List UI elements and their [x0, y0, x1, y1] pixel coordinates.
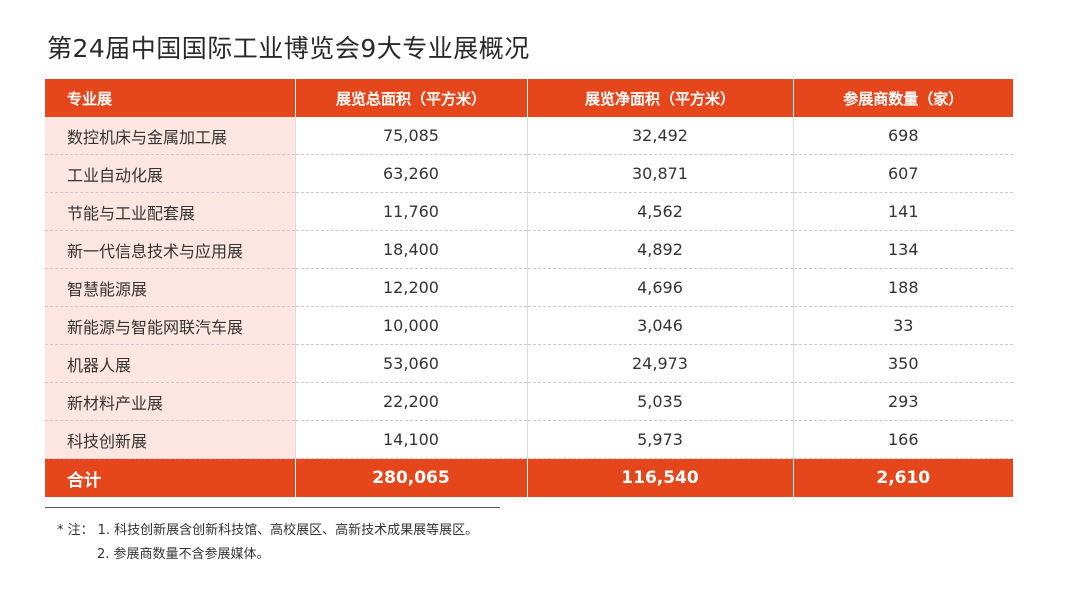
header-total-area: 展览总面积（平方米）	[295, 79, 527, 117]
total-area-sum: 280,065	[295, 459, 527, 498]
net-area-sum: 116,540	[527, 459, 793, 498]
exhibition-name: 新能源与智能网联汽车展	[45, 307, 295, 345]
header-exhibition: 专业展	[45, 79, 295, 117]
table-row: 科技创新展 14,100 5,973 166	[45, 421, 1013, 459]
exhibitor-count-cell: 293	[793, 383, 1013, 421]
footnote-text: 2. 参展商数量不含参展媒体。	[97, 547, 270, 562]
exhibitor-count-cell: 141	[793, 193, 1013, 231]
exhibitor-count-cell: 188	[793, 269, 1013, 307]
exhibitor-count-sum: 2,610	[793, 459, 1013, 498]
exhibitor-count-cell: 350	[793, 345, 1013, 383]
total-area-cell: 12,200	[295, 269, 527, 307]
net-area-cell: 3,046	[527, 307, 793, 345]
exhibition-name: 节能与工业配套展	[45, 193, 295, 231]
footnote-1: * 注： 1. 科技创新展含创新科技馆、高校展区、高新技术成果展等展区。	[57, 519, 478, 543]
total-area-cell: 10,000	[295, 307, 527, 345]
total-area-cell: 14,100	[295, 421, 527, 459]
exhibition-name: 工业自动化展	[45, 155, 295, 193]
total-area-cell: 22,200	[295, 383, 527, 421]
table-row: 数控机床与金属加工展 75,085 32,492 698	[45, 117, 1013, 155]
net-area-cell: 4,696	[527, 269, 793, 307]
net-area-cell: 5,035	[527, 383, 793, 421]
table-row: 新能源与智能网联汽车展 10,000 3,046 33	[45, 307, 1013, 345]
table-row: 智慧能源展 12,200 4,696 188	[45, 269, 1013, 307]
exhibition-name: 智慧能源展	[45, 269, 295, 307]
exhibition-name: 数控机床与金属加工展	[45, 117, 295, 155]
table-row: 机器人展 53,060 24,973 350	[45, 345, 1013, 383]
exhibition-name: 新材料产业展	[45, 383, 295, 421]
exhibition-name: 新一代信息技术与应用展	[45, 231, 295, 269]
footnotes: * 注： 1. 科技创新展含创新科技馆、高校展区、高新技术成果展等展区。 2. 参…	[57, 519, 478, 567]
exhibitor-count-cell: 134	[793, 231, 1013, 269]
footnote-text: 1. 科技创新展含创新科技馆、高校展区、高新技术成果展等展区。	[98, 523, 479, 538]
table-row: 新一代信息技术与应用展 18,400 4,892 134	[45, 231, 1013, 269]
total-area-cell: 18,400	[295, 231, 527, 269]
exhibitor-count-cell: 607	[793, 155, 1013, 193]
table-row: 新材料产业展 22,200 5,035 293	[45, 383, 1013, 421]
expo-summary-table: 专业展 展览总面积（平方米） 展览净面积（平方米） 参展商数量（家） 数控机床与…	[45, 79, 1013, 497]
exhibitor-count-cell: 698	[793, 117, 1013, 155]
total-row: 合计 280,065 116,540 2,610	[45, 459, 1013, 498]
total-area-cell: 53,060	[295, 345, 527, 383]
total-area-cell: 63,260	[295, 155, 527, 193]
total-label: 合计	[45, 459, 295, 498]
exhibitor-count-cell: 166	[793, 421, 1013, 459]
header-net-area: 展览净面积（平方米）	[527, 79, 793, 117]
header-exhibitor-count: 参展商数量（家）	[793, 79, 1013, 117]
exhibition-name: 机器人展	[45, 345, 295, 383]
net-area-cell: 24,973	[527, 345, 793, 383]
table-header-row: 专业展 展览总面积（平方米） 展览净面积（平方米） 参展商数量（家）	[45, 79, 1013, 117]
total-area-cell: 11,760	[295, 193, 527, 231]
exhibition-name: 科技创新展	[45, 421, 295, 459]
footnote-prefix: * 注：	[57, 523, 94, 538]
exhibitor-count-cell: 33	[793, 307, 1013, 345]
total-area-cell: 75,085	[295, 117, 527, 155]
net-area-cell: 5,973	[527, 421, 793, 459]
net-area-cell: 4,892	[527, 231, 793, 269]
footnote-2: 2. 参展商数量不含参展媒体。	[57, 543, 478, 567]
page-title: 第24届中国国际工业博览会9大专业展概况	[47, 29, 530, 65]
net-area-cell: 4,562	[527, 193, 793, 231]
net-area-cell: 32,492	[527, 117, 793, 155]
notes-divider	[45, 507, 500, 508]
table-row: 工业自动化展 63,260 30,871 607	[45, 155, 1013, 193]
table-row: 节能与工业配套展 11,760 4,562 141	[45, 193, 1013, 231]
net-area-cell: 30,871	[527, 155, 793, 193]
